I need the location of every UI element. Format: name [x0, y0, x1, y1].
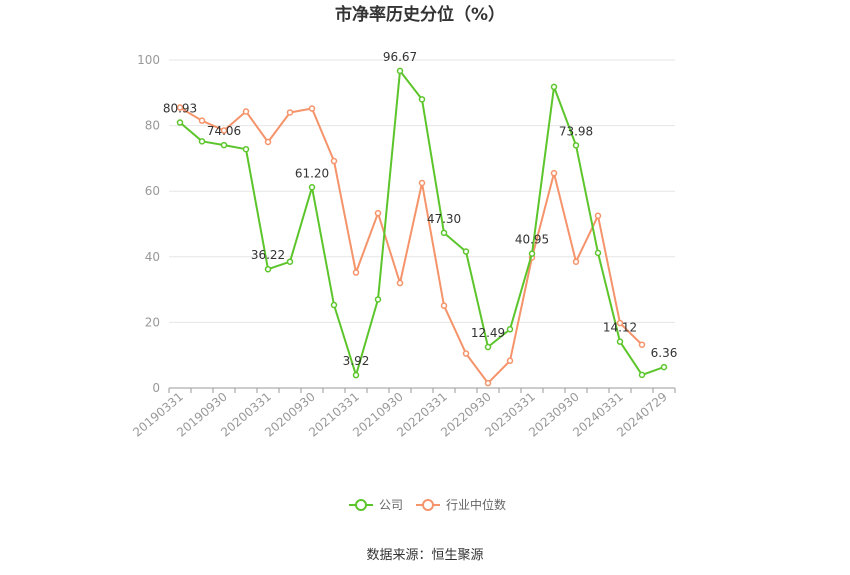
data-point — [462, 248, 470, 255]
data-label: 61.20 — [295, 166, 329, 180]
series-line — [179, 69, 665, 377]
data-point — [594, 249, 602, 257]
data-point — [418, 96, 426, 103]
data-point — [616, 338, 624, 345]
data-label: 74.06 — [207, 124, 241, 138]
y-tick-label: 20 — [145, 315, 160, 329]
data-point — [176, 119, 184, 126]
data-label: 80.93 — [163, 102, 197, 116]
data-label: 73.98 — [559, 124, 593, 138]
data-point — [550, 83, 558, 91]
data-point — [396, 279, 404, 287]
data-point — [550, 169, 558, 177]
data-label: 3.92 — [343, 354, 370, 368]
data-point — [308, 105, 316, 112]
legend-marker — [422, 499, 434, 511]
series-1 — [176, 104, 646, 387]
data-label: 47.30 — [427, 212, 461, 226]
data-point — [440, 229, 448, 237]
data-point — [396, 67, 404, 75]
y-tick-label: 0 — [152, 381, 160, 395]
data-point — [330, 301, 338, 309]
data-point — [660, 363, 668, 371]
data-point — [242, 145, 250, 153]
data-point — [638, 371, 646, 379]
data-label: 12.49 — [471, 326, 505, 340]
data-point — [528, 250, 536, 257]
data-point — [506, 326, 514, 333]
data-point — [506, 357, 514, 365]
data-point — [264, 138, 272, 146]
data-point — [308, 184, 316, 191]
data-source: 数据来源：恒生聚源 — [366, 548, 483, 563]
legend-label: 公司 — [379, 498, 403, 512]
data-point — [242, 108, 250, 115]
data-point — [572, 142, 580, 149]
data-point — [374, 296, 382, 303]
data-label: 36.22 — [251, 248, 285, 262]
data-label: 14.12 — [603, 321, 637, 335]
data-point — [594, 212, 602, 220]
x-axis: 2019033120190930202003312020093020210331… — [130, 387, 676, 440]
y-tick-label: 40 — [145, 250, 160, 264]
data-point — [484, 379, 492, 387]
y-tick-label: 100 — [137, 53, 160, 67]
data-point — [264, 265, 272, 273]
data-point — [374, 209, 382, 217]
series-layer — [176, 67, 668, 387]
legend-label: 行业中位数 — [446, 497, 506, 512]
data-point — [352, 269, 360, 276]
chart-title: 市净率历史分位（%） — [335, 4, 505, 25]
data-point — [198, 138, 206, 145]
data-label: 6.36 — [651, 346, 678, 360]
data-point — [616, 319, 624, 327]
data-point — [176, 104, 184, 111]
series-line — [179, 106, 643, 385]
data-labels: 80.93 74.06 36.22 61.20 3.92 96.67 47.30 12.49 4… — [163, 50, 678, 368]
data-point — [462, 350, 470, 357]
data-point — [220, 127, 228, 134]
data-point — [352, 371, 360, 379]
series-0 — [176, 67, 668, 379]
data-point — [330, 157, 338, 165]
legend-marker — [355, 499, 367, 511]
data-point — [484, 343, 492, 351]
y-tick-label: 80 — [145, 119, 160, 133]
data-label: 40.95 — [515, 233, 549, 247]
data-point — [220, 141, 228, 149]
data-point — [440, 302, 448, 309]
legend: 公司 行业中位数 — [349, 497, 506, 512]
y-axis: 0 20 40 60 80 100 — [137, 53, 160, 395]
data-point — [418, 179, 426, 187]
data-point — [572, 258, 580, 265]
data-label: 96.67 — [383, 50, 417, 64]
y-tick-label: 60 — [145, 184, 160, 198]
data-point — [286, 258, 294, 265]
data-point — [286, 109, 294, 116]
data-point — [638, 341, 646, 348]
data-point — [198, 117, 206, 124]
